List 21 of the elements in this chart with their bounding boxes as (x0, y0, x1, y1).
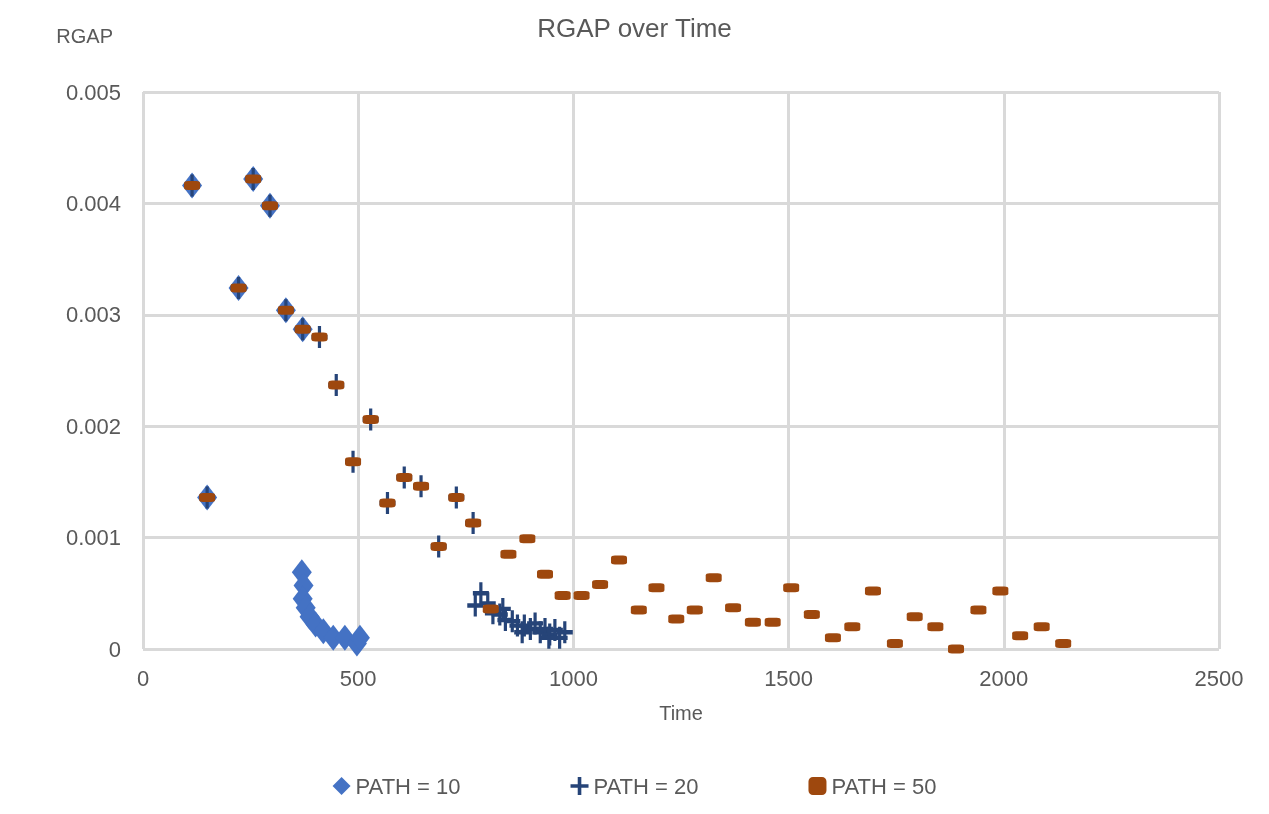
point (467, 594, 484, 617)
legend-label: PATH = 10 (355, 773, 461, 799)
y-tick-label: 0 (108, 636, 121, 662)
y-tick-label: 0.003 (65, 302, 121, 328)
y-axis-title: RGAP (56, 25, 113, 47)
x-tick-label: 2500 (1194, 665, 1244, 691)
chart-title: RGAP over Time (537, 13, 732, 43)
y-tick-label: 0.002 (65, 413, 121, 439)
x-axis-title: Time (659, 702, 703, 724)
point (514, 621, 531, 644)
y-tick-label: 0.001 (65, 525, 121, 551)
y-tick-label: 0.005 (65, 79, 121, 105)
y-tick-label: 0.004 (65, 190, 121, 216)
x-tick-label: 1000 (548, 665, 598, 691)
legend-label: PATH = 50 (831, 773, 937, 799)
point (556, 621, 573, 644)
x-tick-label: 1500 (764, 665, 814, 691)
x-tick-label: 500 (339, 665, 377, 691)
legend-label: PATH = 20 (593, 773, 699, 799)
x-tick-label: 2000 (979, 665, 1029, 691)
x-tick-label: 0 (136, 665, 150, 691)
